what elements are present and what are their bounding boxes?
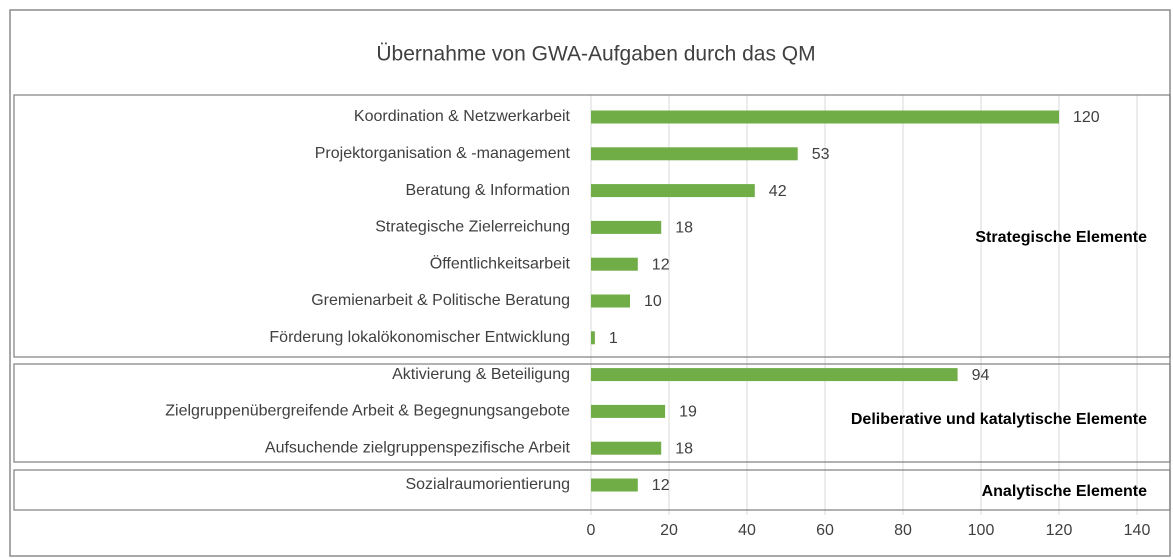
bar bbox=[591, 368, 958, 382]
bar bbox=[591, 184, 755, 198]
data-label: 19 bbox=[679, 404, 697, 421]
x-tick-label: 140 bbox=[1124, 522, 1151, 539]
data-label: 42 bbox=[769, 183, 787, 200]
bar bbox=[591, 294, 630, 308]
bar bbox=[591, 478, 638, 492]
y-tick-label: Förderung lokalökonomischer Entwicklung bbox=[269, 329, 570, 346]
data-label: 94 bbox=[972, 367, 990, 384]
bar bbox=[591, 441, 662, 455]
data-label: 18 bbox=[675, 440, 693, 457]
y-tick-label: Aufsuchende zielgruppenspezifische Arbei… bbox=[265, 439, 571, 456]
bar bbox=[591, 331, 595, 345]
y-tick-label: Zielgruppenübergreifende Arbeit & Begegn… bbox=[165, 403, 570, 420]
data-label: 120 bbox=[1073, 109, 1100, 126]
x-tick-label: 100 bbox=[968, 522, 995, 539]
bar bbox=[591, 404, 666, 418]
y-tick-label: Beratung & Information bbox=[405, 182, 570, 199]
group-box bbox=[13, 94, 1171, 358]
bar bbox=[591, 220, 662, 234]
group-box bbox=[13, 363, 1171, 463]
bar bbox=[591, 147, 798, 161]
group-label: Analytische Elemente bbox=[982, 483, 1148, 500]
x-tick-label: 40 bbox=[738, 522, 756, 539]
data-label: 18 bbox=[675, 220, 693, 237]
group-label: Strategische Elemente bbox=[975, 229, 1147, 246]
data-label: 10 bbox=[644, 293, 662, 310]
y-tick-label: Projektorganisation & -management bbox=[315, 145, 571, 162]
y-tick-label: Koordination & Netzwerkarbeit bbox=[354, 108, 571, 125]
y-tick-label: Sozialraumorientierung bbox=[405, 476, 570, 493]
x-tick-label: 60 bbox=[816, 522, 834, 539]
bar bbox=[591, 257, 638, 271]
y-tick-label: Strategische Zielerreichung bbox=[375, 219, 570, 236]
x-tick-label: 0 bbox=[587, 522, 596, 539]
x-tick-label: 120 bbox=[1046, 522, 1073, 539]
y-tick-label: Öffentlichkeitsarbeit bbox=[430, 254, 571, 272]
group-label: Deliberative und katalytische Elemente bbox=[851, 411, 1147, 428]
y-tick-label: Gremienarbeit & Politische Beratung bbox=[311, 292, 570, 309]
data-label: 12 bbox=[652, 477, 670, 494]
y-tick-label: Aktivierung & Beteiligung bbox=[392, 366, 570, 383]
data-label: 12 bbox=[652, 256, 670, 273]
group-box bbox=[13, 469, 1171, 511]
bar bbox=[591, 110, 1059, 124]
chart-title: Übernahme von GWA-Aufgaben durch das QM bbox=[376, 43, 815, 66]
x-tick-label: 20 bbox=[660, 522, 678, 539]
data-label: 53 bbox=[812, 146, 830, 163]
chart-frame bbox=[9, 9, 1171, 557]
data-label: 1 bbox=[609, 330, 618, 347]
x-tick-label: 80 bbox=[894, 522, 912, 539]
